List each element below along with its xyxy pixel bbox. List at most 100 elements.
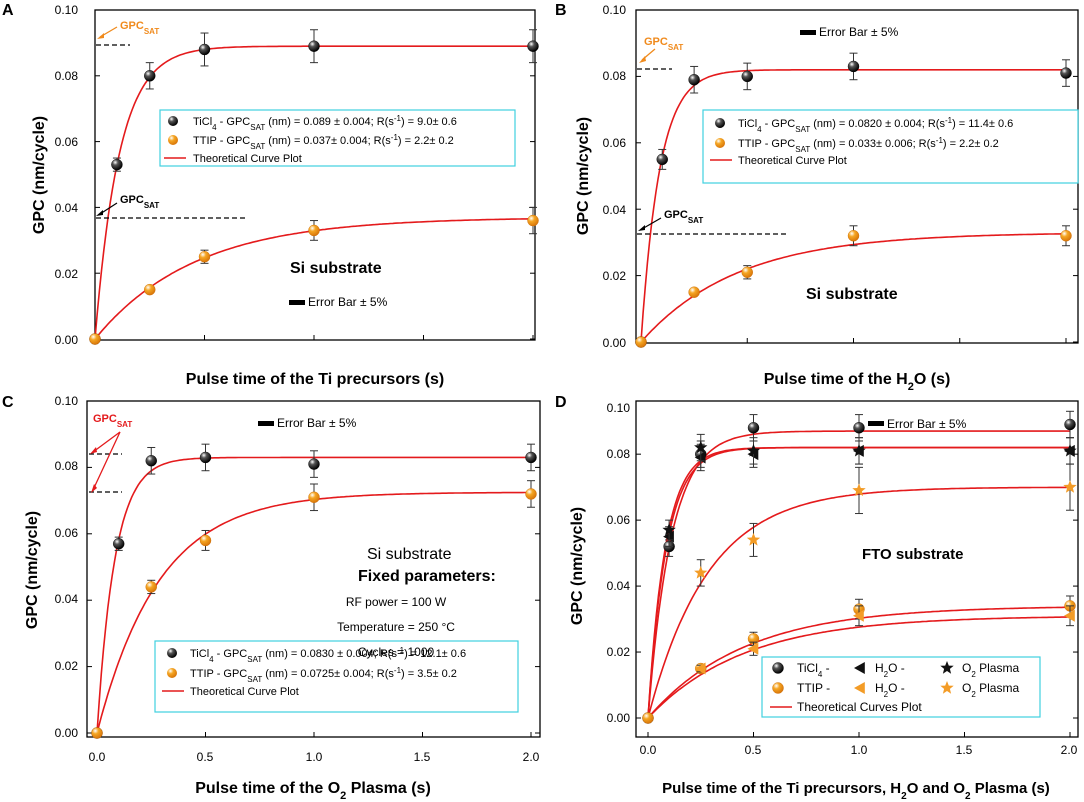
panel-c-substrate-label: Si substrate xyxy=(367,546,452,563)
legend-entry-curve: Theoretical Curve Plot xyxy=(193,153,302,165)
fit-curve xyxy=(647,616,1070,719)
panel-a-substrate-label: Si substrate xyxy=(290,260,382,277)
panel-b-error-bar-label: Error Bar ± 5% xyxy=(819,25,899,39)
panel-a-x-label: Pulse time of the Ti precursors (s) xyxy=(186,371,444,388)
y-tick-label: 0.10 xyxy=(607,401,631,415)
data-point xyxy=(144,70,156,82)
data-point xyxy=(111,158,123,171)
data-point xyxy=(853,609,864,622)
panel-c-data xyxy=(87,400,540,739)
legend-marker-ticl4 xyxy=(168,116,178,126)
legend-box xyxy=(761,656,1041,718)
panel-a-y-label: GPC (nm/cycle) xyxy=(31,116,48,234)
gpc-sat-annotation-black: GPCSAT xyxy=(120,194,159,210)
data-point xyxy=(1064,418,1076,431)
legend-row-ttip-label: TTIP - xyxy=(797,681,830,695)
x-tick-label: 1.0 xyxy=(306,750,323,764)
panel-a-plot-frame xyxy=(94,9,536,341)
panel-b-legend: TiCl4 - GPCSAT (nm) = 0.0820 ± 0.004; R(… xyxy=(702,109,1079,184)
panel-d-data xyxy=(636,410,1078,737)
panel-c-x-label: Pulse time of the O2 Plasma (s) xyxy=(195,780,431,802)
panel-b-label: B xyxy=(555,2,567,19)
y-tick-label: 0.06 xyxy=(603,136,627,150)
y-tick-label: 0.08 xyxy=(607,447,631,461)
legend-entry-ttip: TTIP - GPCSAT (nm) = 0.033± 0.006; R(s-1… xyxy=(738,136,999,154)
legend-entry-ticl4: TiCl4 - GPCSAT (nm) = 0.0820 ± 0.004; R(… xyxy=(738,116,1013,134)
y-tick-label: 0.10 xyxy=(55,394,79,408)
panel-d-x-label: Pulse time of the Ti precursors, H2O and… xyxy=(662,780,1050,802)
y-tick-label: 0.04 xyxy=(55,201,79,215)
data-point xyxy=(198,43,211,56)
x-tick-label: 2.0 xyxy=(523,750,540,764)
error-bar-swatch xyxy=(868,421,884,426)
y-tick-label: 0.06 xyxy=(55,135,79,149)
x-tick-label: 0.5 xyxy=(745,743,762,757)
x-tick-label: 1.0 xyxy=(851,743,868,757)
legend-entry-curves: Theoretical Curves Plot xyxy=(797,700,922,714)
panel-b-y-label: GPC (nm/cycle) xyxy=(575,117,592,235)
data-point xyxy=(308,40,320,52)
data-point xyxy=(144,283,156,296)
panel-c-x-ticks: 0.0 0.5 1.0 1.5 2.0 xyxy=(89,750,540,764)
panel-c: C GPC (nm/cycle) Pulse time of the O2 Pl… xyxy=(2,394,541,802)
y-tick-label: 0.04 xyxy=(55,592,79,606)
param-rf-power: RF power = 100 W xyxy=(346,595,447,609)
panel-a: A GPC (nm/cycle) Pulse time of the Ti pr… xyxy=(2,2,539,388)
x-tick-label: 1.5 xyxy=(956,743,973,757)
legend-marker-ticl4 xyxy=(715,118,725,128)
x-tick-label: 0.0 xyxy=(89,750,106,764)
x-tick-label: 0.5 xyxy=(197,750,214,764)
data-point xyxy=(747,422,760,434)
legend-marker xyxy=(854,682,865,694)
arrow-head xyxy=(90,447,97,454)
y-tick-label: 0.04 xyxy=(607,579,631,593)
y-tick-label: 0.02 xyxy=(603,269,627,283)
legend-entry-ticl4: TiCl4 - GPCSAT (nm) = 0.089 ± 0.004; R(s… xyxy=(193,114,457,132)
panel-a-y-ticks: 0.00 0.02 0.04 0.06 0.08 0.10 xyxy=(55,3,79,347)
gpc-sat-arrow xyxy=(92,431,121,453)
y-tick-label: 0.00 xyxy=(603,336,627,350)
data-point xyxy=(199,451,212,464)
gpc-sat-arrow xyxy=(641,217,662,230)
data-point xyxy=(642,712,654,724)
legend-marker-ticl4 xyxy=(167,648,177,658)
y-tick-label: 0.00 xyxy=(607,711,631,725)
data-point xyxy=(1063,443,1077,457)
legend-marker xyxy=(854,662,865,674)
legend-entry-curve: Theoretical Curve Plot xyxy=(190,686,299,698)
data-point xyxy=(688,286,700,298)
y-tick-label: 0.10 xyxy=(55,3,79,17)
panel-b-substrate-label: Si substrate xyxy=(806,286,898,303)
legend-row-ticl4-h2o: H2O - xyxy=(875,661,905,679)
data-point xyxy=(847,230,860,242)
y-tick-label: 0.06 xyxy=(55,526,79,540)
arrow-head xyxy=(97,33,104,39)
y-tick-label: 0.08 xyxy=(603,69,627,83)
data-point xyxy=(112,538,125,550)
panel-a-data xyxy=(89,9,539,345)
legend-markers xyxy=(772,661,954,694)
data-point xyxy=(308,458,320,470)
y-tick-label: 0.02 xyxy=(607,645,631,659)
y-tick-label: 0.02 xyxy=(55,659,79,673)
y-tick-label: 0.04 xyxy=(603,203,627,217)
data-point xyxy=(741,70,753,83)
data-point xyxy=(1060,67,1072,79)
data-point xyxy=(694,662,706,675)
panel-d-y-ticks: 0.00 0.02 0.04 0.06 0.08 0.10 xyxy=(607,401,631,725)
legend-row-ticl4-label: TiCl4 - xyxy=(797,661,830,679)
error-bar-swatch xyxy=(289,300,305,305)
panel-b-data xyxy=(635,9,1078,348)
data-point xyxy=(694,440,708,454)
legend-entry-ttip: TTIP - GPCSAT (nm) = 0.0725± 0.004; R(s-… xyxy=(190,666,457,684)
data-point xyxy=(527,40,539,52)
error-bar-swatch xyxy=(258,421,274,426)
y-tick-label: 0.02 xyxy=(55,267,79,281)
gpc-sat-annotation-orange: GPCSAT xyxy=(644,36,683,52)
error-bar-swatch xyxy=(800,30,816,35)
legend-box xyxy=(154,640,519,713)
data-point xyxy=(635,336,647,348)
legend-marker xyxy=(772,662,784,674)
legend-marker-ttip xyxy=(167,668,177,678)
